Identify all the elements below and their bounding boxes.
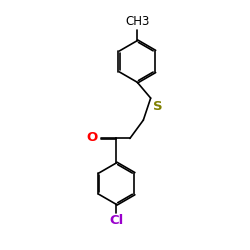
Text: CH3: CH3 bbox=[125, 16, 150, 28]
Text: Cl: Cl bbox=[109, 214, 124, 227]
Text: S: S bbox=[152, 100, 162, 113]
Text: O: O bbox=[86, 131, 98, 144]
